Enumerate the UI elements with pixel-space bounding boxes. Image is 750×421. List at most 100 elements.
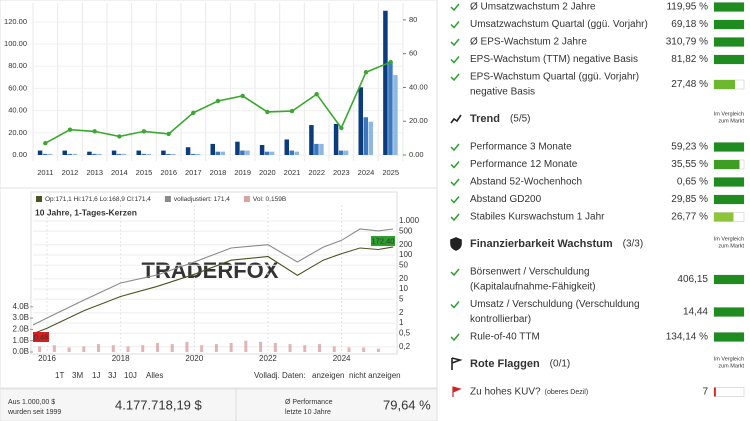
row-label: kontrollierbar) bbox=[470, 314, 531, 325]
price-line bbox=[32, 228, 394, 326]
check-icon bbox=[450, 268, 460, 277]
line-point bbox=[166, 131, 171, 137]
bar bbox=[171, 153, 176, 155]
row-label: Börsenwert / Verschuldung bbox=[470, 267, 590, 278]
range-button[interactable]: Alles bbox=[146, 371, 163, 380]
check-icon bbox=[450, 56, 460, 64]
y-tick-label: 0,5 bbox=[399, 328, 411, 337]
bar bbox=[309, 125, 314, 155]
line-point bbox=[215, 98, 221, 104]
row-label: negative Basis bbox=[470, 87, 535, 98]
volume-bar bbox=[111, 345, 115, 352]
row-label: EPS-Wachstum Quartal (ggü. Vorjahr) bbox=[470, 72, 639, 83]
volume-bar bbox=[126, 346, 130, 352]
bar bbox=[240, 150, 245, 155]
bar bbox=[42, 153, 48, 155]
bar bbox=[259, 145, 265, 155]
range-button[interactable]: 3J bbox=[108, 371, 116, 380]
volume-bar bbox=[38, 346, 42, 352]
check-icon bbox=[450, 73, 460, 82]
legend-swatch bbox=[243, 196, 250, 202]
y2-tick-label: 1.0B bbox=[13, 336, 29, 345]
adjusted-option[interactable]: anzeigen bbox=[312, 371, 344, 380]
x-tick-label: 2020 bbox=[259, 168, 276, 177]
y-tick-label: 60.00 bbox=[8, 83, 27, 92]
score-bar bbox=[714, 387, 716, 397]
volume-bar bbox=[67, 347, 71, 352]
bar-track bbox=[713, 387, 745, 397]
legend-swatch bbox=[36, 196, 42, 202]
bar bbox=[383, 10, 388, 156]
x-tick-label: 2022 bbox=[308, 168, 325, 177]
score-bar bbox=[714, 307, 744, 317]
line-point bbox=[67, 127, 73, 132]
row-label: Ø Umsatzwachstum 2 Jahre bbox=[470, 2, 596, 13]
adjusted-option[interactable]: nicht anzeigen bbox=[349, 371, 401, 380]
line-point bbox=[363, 70, 369, 75]
score-bar bbox=[714, 37, 744, 47]
line-point bbox=[265, 109, 270, 115]
row-label: Rule-of-40 TTM bbox=[470, 332, 540, 343]
score-bar bbox=[714, 80, 735, 89]
row-value: 406,15 bbox=[677, 274, 708, 285]
range-button[interactable]: 10J bbox=[124, 371, 137, 380]
icon bbox=[450, 114, 462, 124]
score-bar bbox=[714, 212, 734, 222]
bar bbox=[333, 123, 339, 155]
x-tick-label: 2019 bbox=[234, 168, 251, 177]
volume-bar bbox=[170, 344, 174, 352]
bar bbox=[210, 143, 215, 155]
bar bbox=[314, 143, 319, 155]
row-label: Performance 12 Monate bbox=[470, 159, 578, 170]
row-value: 26,77 % bbox=[671, 212, 708, 223]
bar bbox=[166, 153, 171, 155]
compare-note: Im Vergleich bbox=[714, 111, 744, 117]
x-tick-label: 2012 bbox=[62, 168, 79, 177]
check-icon bbox=[450, 3, 460, 12]
bar bbox=[116, 153, 122, 155]
check-icon bbox=[450, 21, 460, 29]
section-icon bbox=[451, 357, 463, 370]
y-tick-label: 0,2 bbox=[399, 342, 411, 351]
y2-tick-label: 0.0B bbox=[13, 347, 29, 356]
legend-label: volladjustiert: 171,4 bbox=[174, 196, 230, 203]
section-count: (5/5) bbox=[510, 114, 531, 125]
row-value: 119,95 % bbox=[666, 2, 708, 13]
bar bbox=[368, 121, 373, 155]
bar bbox=[87, 151, 92, 155]
bar bbox=[67, 153, 72, 155]
score-bar bbox=[714, 2, 744, 12]
bar bbox=[358, 87, 363, 155]
last-price-box bbox=[371, 236, 395, 246]
range-button[interactable]: 1T bbox=[55, 371, 64, 380]
y-tick-label: 50 bbox=[399, 260, 408, 269]
bar bbox=[121, 153, 127, 155]
bar bbox=[269, 151, 275, 155]
bar bbox=[195, 153, 201, 155]
bar bbox=[220, 151, 225, 155]
stock-frame bbox=[30, 191, 398, 355]
summary-value: 4.177.718,19 $ bbox=[115, 397, 203, 412]
range-button[interactable]: 3M bbox=[72, 371, 83, 380]
volume-bar bbox=[273, 342, 277, 352]
summary-caption: Aus 1.000,00 $ bbox=[8, 399, 55, 406]
x-tick-label: 2018 bbox=[112, 354, 130, 363]
volume-bar bbox=[82, 346, 86, 352]
range-button[interactable]: 1J bbox=[92, 371, 100, 380]
x-tick-label: 2022 bbox=[259, 354, 277, 363]
row-label: Umsatzwachstum Quartal (ggü. Vorjahr) bbox=[470, 19, 648, 30]
volume-bar bbox=[303, 345, 307, 352]
line-point bbox=[314, 92, 319, 97]
row-value: 29,85 % bbox=[671, 194, 708, 205]
volume-bar bbox=[288, 344, 292, 352]
line-point bbox=[240, 93, 245, 99]
icon bbox=[450, 237, 462, 251]
x-tick-label: 2024 bbox=[358, 168, 375, 177]
bar bbox=[62, 150, 67, 155]
volume-bar bbox=[185, 341, 189, 352]
y2-tick-label: 4.0B bbox=[13, 302, 29, 311]
x-tick-label: 2020 bbox=[185, 354, 203, 363]
bar bbox=[319, 143, 324, 155]
compare-note: zum Markt bbox=[718, 118, 744, 124]
y2-tick-label: 20.00 bbox=[409, 116, 428, 125]
